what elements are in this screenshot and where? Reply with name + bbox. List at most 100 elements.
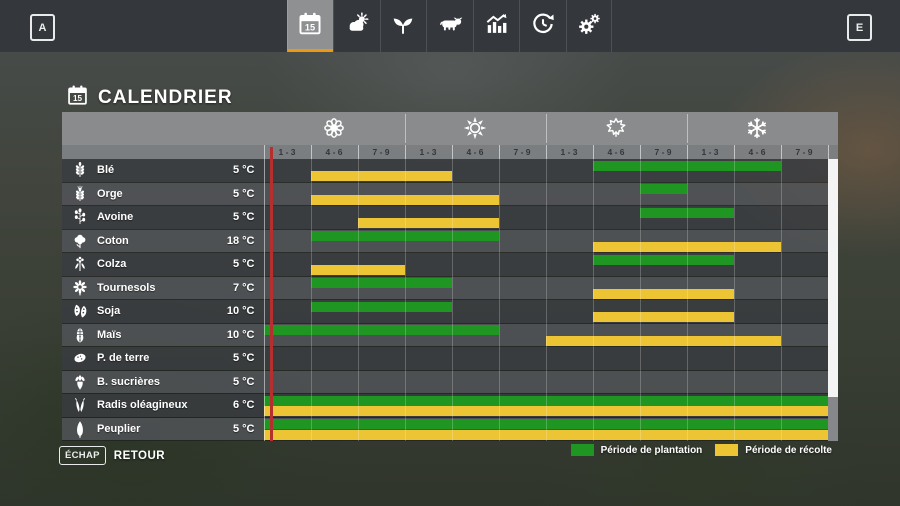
crop-name: Maïs: [97, 328, 122, 341]
harvest-bar: [263, 406, 828, 416]
plant-bar: [639, 207, 734, 218]
scrollbar-thumb[interactable]: [827, 159, 838, 397]
crop-temperature: 7 °C: [232, 281, 255, 294]
escape-key-label: ÉCHAP: [65, 450, 100, 461]
crop-timeline: [263, 300, 828, 323]
stats-icon: [483, 11, 509, 42]
period-label: 4 - 6: [748, 147, 766, 157]
period-header: 1 - 3 4 - 6 7 - 9 1 - 3 4 - 6 7 - 9 1 - 3 4 - 6…: [62, 145, 838, 159]
period-label: 7 - 9: [372, 147, 390, 157]
recolte-color-swatch: [715, 444, 739, 456]
calendar-icon: 15: [297, 11, 323, 42]
soybean-icon: [71, 302, 89, 320]
crop-label-cell: Peuplier 5 °C: [62, 417, 264, 440]
crop-label-cell: Maïs 10 °C: [62, 323, 264, 346]
plant-bar: [310, 278, 452, 288]
back-button[interactable]: ÉCHAP RETOUR: [59, 446, 165, 465]
crop-name: B. sucrières: [97, 375, 160, 388]
crop-label-cell: Coton 18 °C: [62, 229, 264, 252]
crop-timeline: [263, 229, 828, 252]
crop-row: Tournesols 7 °C: [62, 276, 828, 300]
crop-temperature: 10 °C: [226, 328, 255, 341]
crop-timeline: [263, 370, 828, 393]
crop-name: Coton: [97, 234, 129, 247]
period-label: 4 - 6: [325, 147, 343, 157]
crop-row: Soja 10 °C: [62, 300, 828, 324]
sunflower-icon: [71, 279, 89, 297]
crop-timeline: [263, 159, 828, 182]
current-date-line: [270, 147, 273, 441]
svg-text:15: 15: [305, 22, 315, 32]
crop-timeline: [263, 347, 828, 370]
period-label: 7 - 9: [513, 147, 531, 157]
crop-temperature: 6 °C: [232, 399, 255, 412]
winter-snowflake-icon: [744, 115, 770, 141]
crop-row: Peuplier 5 °C: [62, 417, 828, 441]
tab-calendar[interactable]: 15: [286, 0, 333, 52]
weather-icon: [344, 11, 370, 42]
crop-row: Colza 5 °C: [62, 253, 828, 277]
harvest-bar: [545, 335, 781, 346]
crop-row: Maïs 10 °C: [62, 323, 828, 347]
legend-label: Période de récolte: [745, 444, 832, 456]
tab-time[interactable]: [519, 0, 566, 52]
crop-timeline: [263, 276, 828, 299]
sprout-icon: [390, 11, 416, 42]
crop-name: Avoine: [97, 211, 134, 224]
key-hint-a-label: A: [38, 21, 47, 34]
crop-label-cell: Radis oléagineux 6 °C: [62, 394, 264, 417]
crop-temperature: 5 °C: [232, 352, 255, 365]
key-hint-e: E: [847, 14, 872, 41]
crop-name: Soja: [97, 305, 121, 318]
crop-temperature: 5 °C: [232, 211, 255, 224]
crop-name: Colza: [97, 258, 127, 271]
menu-tabs: 15: [286, 0, 612, 52]
tab-weather[interactable]: [333, 0, 380, 52]
period-label: 7 - 9: [795, 147, 813, 157]
crop-timeline: [263, 323, 828, 346]
crop-temperature: 10 °C: [226, 305, 255, 318]
time-icon: [530, 11, 556, 42]
crop-label-cell: Colza 5 °C: [62, 253, 264, 276]
period-label: 1 - 3: [419, 147, 437, 157]
crop-label-cell: Avoine 5 °C: [62, 206, 264, 229]
plant-bar: [263, 325, 499, 335]
crop-temperature: 5 °C: [232, 258, 255, 271]
plantation-color-swatch: [570, 444, 594, 456]
crop-name: Tournesols: [97, 281, 156, 294]
plant-bar: [592, 254, 734, 265]
barley-icon: [71, 185, 89, 203]
gear-icon: [576, 11, 602, 42]
crop-timeline: [263, 253, 828, 276]
crop-rows: Blé 5 °C Orge 5 °C Avoine 5 °C Coton 18 °C Colza…: [62, 159, 838, 441]
summer-sun-icon: [462, 115, 488, 141]
crop-label-cell: Soja 10 °C: [62, 300, 264, 323]
top-menu-bar: A 15 E: [0, 0, 900, 52]
plant-bar: [263, 419, 828, 429]
spring-flower-icon: [321, 115, 347, 141]
harvest-bar: [592, 241, 781, 252]
crop-name: Peuplier: [97, 422, 141, 435]
cotton-icon: [71, 232, 89, 250]
canola-icon: [71, 255, 89, 273]
tab-statistics[interactable]: [472, 0, 520, 52]
harvest-bar: [310, 171, 452, 181]
plant-bar: [639, 184, 687, 194]
key-hint-a: A: [30, 14, 55, 41]
oat-icon: [71, 208, 89, 226]
season-header: [62, 112, 838, 145]
crop-timeline: [263, 417, 828, 440]
scrollbar-track: [827, 159, 838, 441]
tab-animals[interactable]: [426, 0, 473, 52]
plant-bar: [263, 395, 828, 406]
crop-label-cell: B. sucrières 5 °C: [62, 370, 264, 393]
crop-label-cell: P. de terre 5 °C: [62, 347, 264, 370]
tab-settings[interactable]: [565, 0, 612, 52]
crop-temperature: 5 °C: [232, 375, 255, 388]
crop-row: Radis oléagineux 6 °C: [62, 394, 828, 418]
period-label: 7 - 9: [654, 147, 672, 157]
calendar-panel: 1 - 3 4 - 6 7 - 9 1 - 3 4 - 6 7 - 9 1 - 3 4 - 6…: [62, 112, 838, 441]
crop-temperature: 5 °C: [232, 422, 255, 435]
tab-crops[interactable]: [379, 0, 427, 52]
